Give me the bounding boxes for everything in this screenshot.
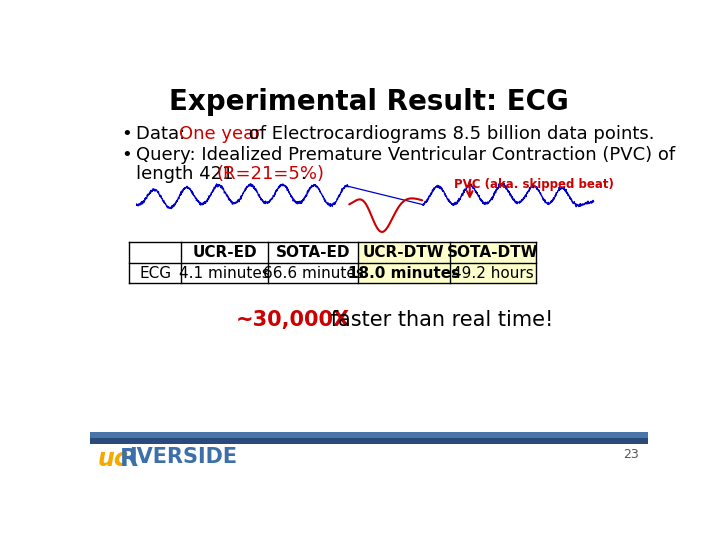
Text: uc: uc (98, 448, 129, 471)
Text: .: . (300, 165, 306, 183)
Bar (90, 438, 648, 444)
Text: UCR-ED: UCR-ED (192, 245, 257, 260)
Text: Data:: Data: (137, 125, 192, 143)
Text: Experimental Result: ECG: Experimental Result: ECG (169, 88, 569, 116)
Text: UCR-DTW: UCR-DTW (363, 245, 445, 260)
Text: length 421: length 421 (137, 165, 240, 183)
Text: 49.2 hours: 49.2 hours (452, 266, 534, 281)
Text: •: • (121, 146, 132, 164)
Text: •: • (121, 125, 132, 143)
Text: ~30,000X: ~30,000X (236, 309, 350, 329)
Bar (449, 242, 536, 262)
Bar (449, 262, 536, 284)
Bar (358, 262, 449, 284)
Text: faster than real time!: faster than real time! (324, 309, 554, 329)
Text: ECG: ECG (139, 266, 171, 281)
Bar (358, 242, 449, 262)
Text: 18.0 minutes: 18.0 minutes (348, 266, 460, 281)
Bar (90, 432, 648, 438)
Text: SOTA-ED: SOTA-ED (276, 245, 351, 260)
Text: One year: One year (179, 125, 262, 143)
Text: 66.6 minutes: 66.6 minutes (263, 266, 364, 281)
Text: Query: Idealized Premature Ventricular Contraction (PVC) of: Query: Idealized Premature Ventricular C… (137, 146, 675, 164)
Text: SOTA-DTW: SOTA-DTW (447, 245, 539, 260)
Text: IVERSIDE: IVERSIDE (130, 448, 238, 468)
Text: of Electrocardiograms 8.5 billion data points.: of Electrocardiograms 8.5 billion data p… (243, 125, 654, 143)
Text: R: R (120, 448, 138, 471)
Text: PVC (aka. skipped beat): PVC (aka. skipped beat) (454, 178, 614, 191)
Text: 23: 23 (623, 448, 639, 461)
Text: 4.1 minutes: 4.1 minutes (179, 266, 270, 281)
Text: (R=21=5%): (R=21=5%) (217, 165, 325, 183)
